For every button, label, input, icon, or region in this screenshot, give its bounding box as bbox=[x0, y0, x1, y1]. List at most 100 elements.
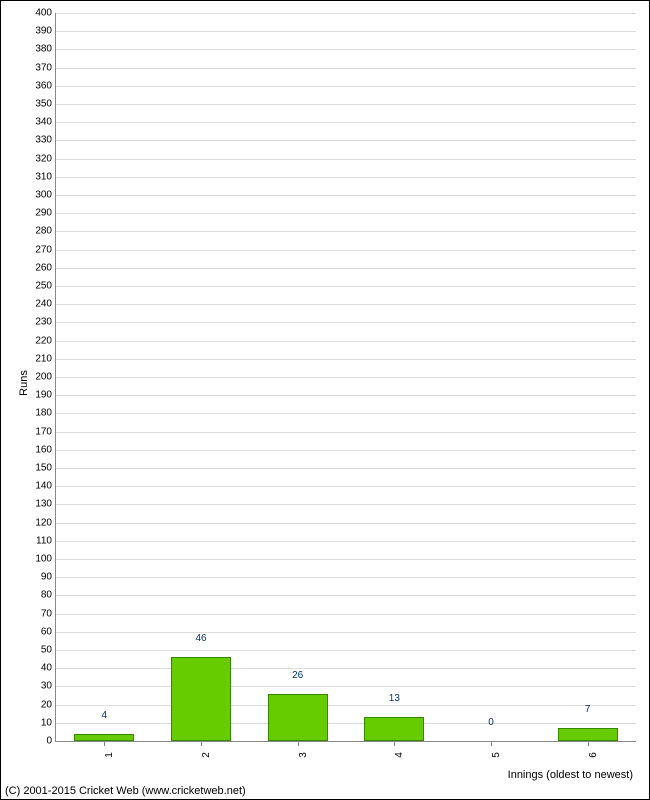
y-tick-label: 80 bbox=[41, 590, 56, 601]
gridline bbox=[56, 49, 636, 50]
gridline bbox=[56, 577, 636, 578]
gridline bbox=[56, 523, 636, 524]
x-tick-label: 4 bbox=[394, 752, 405, 758]
gridline bbox=[56, 486, 636, 487]
bar-value-label: 13 bbox=[389, 693, 400, 704]
x-tick bbox=[394, 741, 395, 746]
gridline bbox=[56, 450, 636, 451]
gridline bbox=[56, 68, 636, 69]
bar bbox=[74, 734, 134, 741]
y-tick-label: 310 bbox=[35, 171, 56, 182]
gridline bbox=[56, 231, 636, 232]
gridline bbox=[56, 395, 636, 396]
y-tick-label: 40 bbox=[41, 663, 56, 674]
x-tick-label: 2 bbox=[201, 752, 212, 758]
y-tick-label: 120 bbox=[35, 517, 56, 528]
gridline bbox=[56, 104, 636, 105]
y-tick-label: 270 bbox=[35, 244, 56, 255]
gridline bbox=[56, 177, 636, 178]
gridline bbox=[56, 86, 636, 87]
gridline bbox=[56, 686, 636, 687]
gridline bbox=[56, 268, 636, 269]
x-axis-title: Innings (oldest to newest) bbox=[508, 769, 633, 781]
gridline bbox=[56, 504, 636, 505]
copyright-text: (C) 2001-2015 Cricket Web (www.cricketwe… bbox=[5, 785, 246, 797]
y-tick-label: 280 bbox=[35, 226, 56, 237]
y-tick-label: 220 bbox=[35, 335, 56, 346]
y-tick-label: 160 bbox=[35, 444, 56, 455]
x-tick-label: 6 bbox=[588, 752, 599, 758]
gridline bbox=[56, 413, 636, 414]
x-tick bbox=[201, 741, 202, 746]
gridline bbox=[56, 31, 636, 32]
bar bbox=[558, 728, 618, 741]
gridline bbox=[56, 614, 636, 615]
gridline bbox=[56, 286, 636, 287]
y-tick-label: 380 bbox=[35, 44, 56, 55]
gridline bbox=[56, 304, 636, 305]
y-axis-title: Runs bbox=[18, 370, 30, 396]
x-tick-label: 5 bbox=[491, 752, 502, 758]
bar bbox=[268, 694, 328, 741]
y-tick-label: 190 bbox=[35, 390, 56, 401]
bar-value-label: 0 bbox=[488, 717, 494, 728]
y-tick-label: 260 bbox=[35, 262, 56, 273]
gridline bbox=[56, 723, 636, 724]
y-tick-label: 10 bbox=[41, 717, 56, 728]
gridline bbox=[56, 595, 636, 596]
plot-area: 0102030405060708090100110120130140150160… bbox=[55, 13, 636, 742]
x-tick-label: 1 bbox=[104, 752, 115, 758]
bar bbox=[364, 717, 424, 741]
y-tick-label: 240 bbox=[35, 299, 56, 310]
y-tick-label: 320 bbox=[35, 153, 56, 164]
y-tick-label: 30 bbox=[41, 681, 56, 692]
y-tick-label: 70 bbox=[41, 608, 56, 619]
y-tick-label: 20 bbox=[41, 699, 56, 710]
y-tick-label: 210 bbox=[35, 353, 56, 364]
y-tick-label: 340 bbox=[35, 117, 56, 128]
y-tick-label: 130 bbox=[35, 499, 56, 510]
gridline bbox=[56, 213, 636, 214]
gridline bbox=[56, 632, 636, 633]
gridline bbox=[56, 559, 636, 560]
y-tick-label: 180 bbox=[35, 408, 56, 419]
gridline bbox=[56, 122, 636, 123]
gridline bbox=[56, 322, 636, 323]
gridline bbox=[56, 195, 636, 196]
x-tick bbox=[491, 741, 492, 746]
gridline bbox=[56, 668, 636, 669]
gridline bbox=[56, 359, 636, 360]
gridline bbox=[56, 140, 636, 141]
x-tick bbox=[298, 741, 299, 746]
gridline bbox=[56, 705, 636, 706]
y-tick-label: 230 bbox=[35, 317, 56, 328]
gridline bbox=[56, 377, 636, 378]
gridline bbox=[56, 541, 636, 542]
y-tick-label: 60 bbox=[41, 626, 56, 637]
y-tick-label: 170 bbox=[35, 426, 56, 437]
bar-value-label: 46 bbox=[195, 633, 206, 644]
y-tick-label: 330 bbox=[35, 135, 56, 146]
y-tick-label: 50 bbox=[41, 645, 56, 656]
y-tick-label: 100 bbox=[35, 554, 56, 565]
bar bbox=[171, 657, 231, 741]
y-tick-label: 390 bbox=[35, 26, 56, 37]
y-tick-label: 400 bbox=[35, 8, 56, 19]
gridline bbox=[56, 468, 636, 469]
y-tick-label: 350 bbox=[35, 99, 56, 110]
y-tick-label: 0 bbox=[46, 736, 56, 747]
gridline bbox=[56, 250, 636, 251]
bar-value-label: 7 bbox=[585, 704, 591, 715]
x-tick bbox=[104, 741, 105, 746]
gridline bbox=[56, 432, 636, 433]
x-tick-label: 3 bbox=[298, 752, 309, 758]
y-tick-label: 370 bbox=[35, 62, 56, 73]
y-tick-label: 290 bbox=[35, 208, 56, 219]
gridline bbox=[56, 650, 636, 651]
chart-frame: 0102030405060708090100110120130140150160… bbox=[0, 0, 650, 800]
y-tick-label: 150 bbox=[35, 463, 56, 474]
gridline bbox=[56, 341, 636, 342]
y-tick-label: 200 bbox=[35, 372, 56, 383]
bar-value-label: 4 bbox=[102, 710, 108, 721]
y-tick-label: 110 bbox=[36, 535, 56, 546]
